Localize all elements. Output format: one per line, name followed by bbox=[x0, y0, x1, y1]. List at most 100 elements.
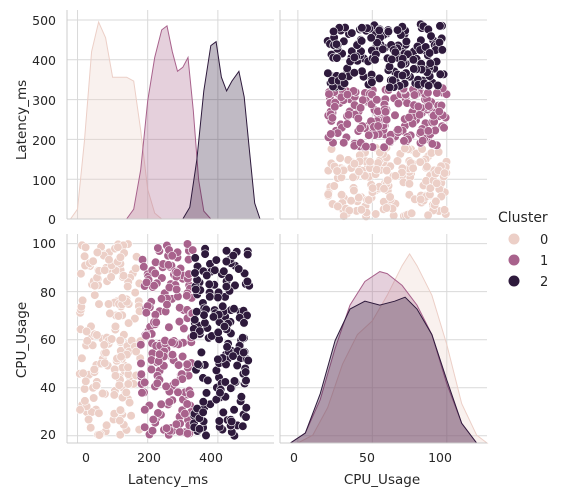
point-tr-cluster-1 bbox=[423, 126, 433, 136]
point-tr-cluster-0 bbox=[335, 153, 345, 163]
point-bl-cluster-0 bbox=[77, 295, 88, 306]
point-bl-cluster-1 bbox=[182, 291, 192, 301]
point-bl-cluster-0 bbox=[86, 423, 96, 433]
point-tr-cluster-1 bbox=[390, 110, 400, 120]
point-tr-cluster-0 bbox=[440, 168, 450, 178]
legend-marker-2 bbox=[508, 275, 520, 287]
point-tr-cluster-2 bbox=[374, 25, 384, 35]
point-bl-cluster-1 bbox=[170, 378, 180, 388]
point-bl-cluster-0 bbox=[77, 353, 87, 363]
point-tr-cluster-1 bbox=[327, 113, 338, 123]
point-bl-cluster-0 bbox=[124, 318, 134, 328]
point-tr-cluster-1 bbox=[434, 106, 444, 117]
point-bl-cluster-1 bbox=[174, 317, 184, 327]
point-bl-cluster-2 bbox=[227, 416, 237, 427]
legend-label-1: 1 bbox=[540, 254, 548, 269]
point-bl-cluster-2 bbox=[219, 266, 229, 276]
y-tick-cpu-20: 20 bbox=[40, 427, 56, 442]
point-bl-cluster-0 bbox=[115, 252, 125, 262]
point-tr-cluster-2 bbox=[347, 28, 357, 38]
point-bl-cluster-2 bbox=[241, 403, 251, 413]
point-bl-cluster-1 bbox=[152, 378, 162, 388]
point-bl-cluster-1 bbox=[154, 349, 165, 359]
point-bl-cluster-1 bbox=[142, 277, 152, 288]
point-bl-cluster-0 bbox=[126, 411, 136, 421]
point-bl-cluster-0 bbox=[89, 393, 99, 403]
point-tr-cluster-2 bbox=[378, 44, 388, 54]
point-bl-cluster-2 bbox=[236, 392, 246, 402]
point-tr-cluster-0 bbox=[354, 167, 364, 177]
point-bl-cluster-2 bbox=[234, 264, 244, 274]
point-tr-cluster-1 bbox=[361, 142, 371, 152]
point-bl-cluster-2 bbox=[211, 255, 221, 265]
point-bl-cluster-0 bbox=[88, 256, 98, 266]
point-tr-cluster-1 bbox=[355, 123, 365, 134]
point-bl-cluster-0 bbox=[113, 311, 124, 321]
point-bl-cluster-1 bbox=[182, 239, 193, 249]
point-bl-cluster-1 bbox=[148, 415, 158, 425]
point-tr-cluster-0 bbox=[349, 159, 360, 169]
legend: Cluster 0 1 2 bbox=[498, 210, 548, 290]
point-tr-cluster-2 bbox=[393, 25, 403, 35]
point-bl-cluster-1 bbox=[147, 426, 158, 436]
point-bl-cluster-1 bbox=[171, 419, 181, 429]
point-bl-cluster-0 bbox=[130, 314, 140, 324]
point-tr-cluster-0 bbox=[354, 193, 364, 203]
y-tick-latency-300: 300 bbox=[32, 93, 56, 108]
x-tick-cpu-100: 100 bbox=[428, 450, 452, 465]
point-bl-cluster-1 bbox=[175, 427, 185, 437]
point-tr-cluster-0 bbox=[339, 211, 349, 221]
point-bl-cluster-2 bbox=[201, 430, 211, 441]
point-bl-cluster-2 bbox=[229, 304, 239, 314]
point-bl-cluster-0 bbox=[90, 290, 100, 300]
point-tr-cluster-0 bbox=[368, 183, 378, 193]
point-tr-cluster-0 bbox=[332, 166, 342, 176]
point-bl-cluster-2 bbox=[226, 383, 236, 393]
point-tr-cluster-2 bbox=[349, 68, 359, 78]
point-bl-cluster-0 bbox=[90, 281, 100, 291]
point-tr-cluster-2 bbox=[424, 81, 434, 91]
point-bl-cluster-0 bbox=[104, 255, 114, 265]
point-tr-cluster-1 bbox=[342, 89, 353, 100]
point-bl-cluster-0 bbox=[109, 390, 119, 400]
point-bl-cluster-1 bbox=[182, 399, 192, 409]
point-bl-cluster-2 bbox=[190, 315, 200, 325]
point-bl-cluster-0 bbox=[100, 358, 110, 368]
point-bl-cluster-0 bbox=[107, 334, 117, 344]
point-bl-cluster-2 bbox=[210, 265, 220, 275]
point-tr-cluster-0 bbox=[383, 175, 393, 185]
point-bl-cluster-2 bbox=[243, 249, 253, 260]
point-tr-cluster-2 bbox=[323, 68, 333, 78]
point-tr-cluster-1 bbox=[372, 95, 382, 105]
point-tr-cluster-1 bbox=[356, 103, 366, 113]
point-bl-cluster-2 bbox=[242, 276, 252, 287]
point-bl-cluster-2 bbox=[221, 282, 231, 292]
point-bl-cluster-0 bbox=[113, 242, 123, 252]
point-bl-cluster-1 bbox=[178, 351, 188, 362]
point-bl-cluster-0 bbox=[114, 380, 124, 390]
point-bl-cluster-2 bbox=[213, 327, 223, 338]
point-bl-cluster-1 bbox=[167, 350, 178, 360]
point-bl-cluster-0 bbox=[80, 242, 91, 252]
point-tr-cluster-2 bbox=[425, 58, 435, 68]
point-tr-cluster-1 bbox=[418, 136, 428, 146]
point-tr-cluster-0 bbox=[349, 185, 359, 196]
legend-marker-0 bbox=[508, 233, 520, 245]
point-bl-cluster-2 bbox=[194, 424, 205, 434]
point-bl-cluster-1 bbox=[151, 257, 161, 267]
point-bl-cluster-1 bbox=[136, 340, 146, 350]
point-tr-cluster-1 bbox=[393, 98, 404, 108]
point-bl-cluster-2 bbox=[205, 292, 215, 302]
point-bl-cluster-2 bbox=[238, 421, 248, 431]
point-bl-cluster-2 bbox=[241, 367, 251, 377]
point-bl-cluster-2 bbox=[200, 249, 210, 259]
point-tr-cluster-0 bbox=[425, 183, 435, 193]
point-tr-cluster-0 bbox=[365, 157, 375, 167]
x-axis-title-cpu: CPU_Usage bbox=[344, 472, 420, 488]
point-tr-cluster-0 bbox=[356, 205, 367, 215]
point-bl-cluster-2 bbox=[218, 301, 228, 311]
point-tr-cluster-1 bbox=[339, 138, 349, 148]
axes-text: 500 400 300 200 100 0 100 80 60 40 20 0 … bbox=[14, 13, 452, 488]
point-bl-cluster-0 bbox=[118, 271, 129, 281]
point-bl-cluster-2 bbox=[213, 292, 223, 303]
